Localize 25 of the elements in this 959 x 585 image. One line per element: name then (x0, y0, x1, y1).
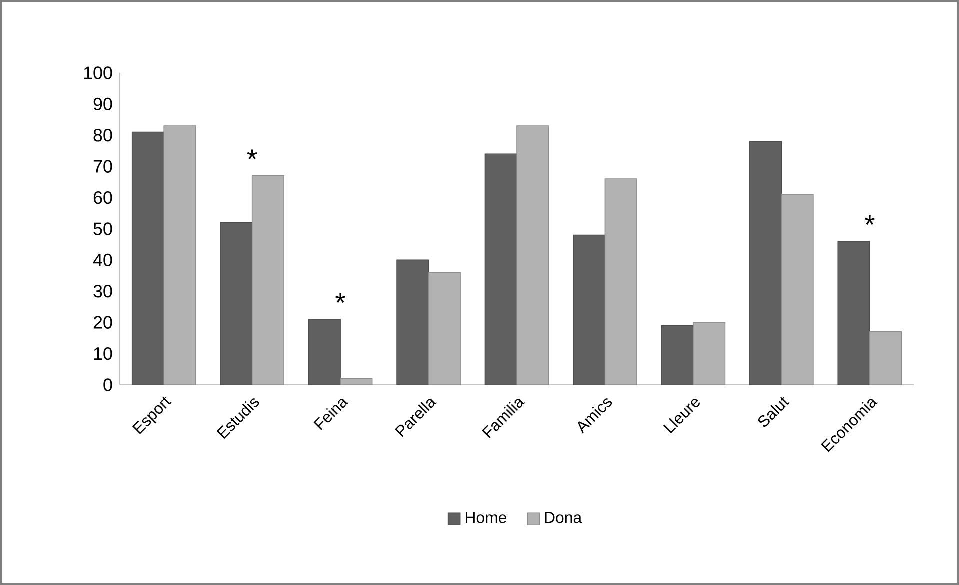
y-tick-label: 30 (94, 285, 112, 298)
bar (661, 325, 694, 386)
bar (396, 260, 430, 386)
annotation: * (336, 293, 346, 304)
y-tick-label: 70 (94, 160, 112, 173)
y-tick-label: 20 (94, 316, 112, 329)
y-tick-label: 10 (94, 347, 112, 360)
y-tick-label: 50 (94, 222, 112, 236)
bar (220, 222, 253, 386)
annotation: * (864, 215, 875, 226)
legend-label: Dona (545, 512, 582, 524)
y-tick-label: 0 (104, 378, 112, 392)
bar (838, 241, 870, 386)
annotation: * (247, 150, 258, 160)
y-tick-label: 100 (84, 66, 112, 80)
bar (573, 234, 606, 386)
y-tick-label: 40 (93, 254, 112, 267)
y-tick-label: 60 (94, 191, 112, 204)
bar (750, 141, 782, 386)
legend-label: Home (466, 512, 507, 524)
bar (484, 154, 518, 386)
y-tick-label: 90 (94, 98, 112, 111)
y-tick-label: 80 (94, 129, 112, 142)
bar (132, 132, 165, 386)
bar (308, 319, 341, 386)
